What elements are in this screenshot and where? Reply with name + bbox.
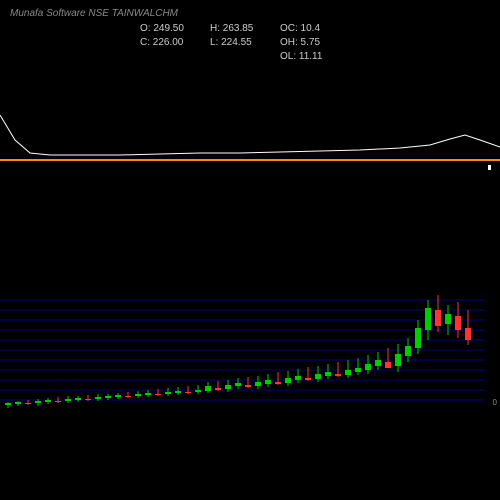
- indicator-chart: [0, 55, 500, 170]
- stat-open: O: 249.50: [140, 22, 210, 36]
- chart-title: Munafa Software NSE TAINWALCHM: [10, 8, 178, 19]
- stat-low: L: 224.55: [210, 36, 280, 50]
- axis-tick: 0: [493, 398, 497, 407]
- candlestick-chart: 0: [0, 290, 485, 410]
- stat-oc: OC: 10.4: [280, 22, 350, 36]
- stat-close: C: 226.00: [140, 36, 210, 50]
- stat-high: H: 263.85: [210, 22, 280, 36]
- stat-oh: OH: 5.75: [280, 36, 350, 50]
